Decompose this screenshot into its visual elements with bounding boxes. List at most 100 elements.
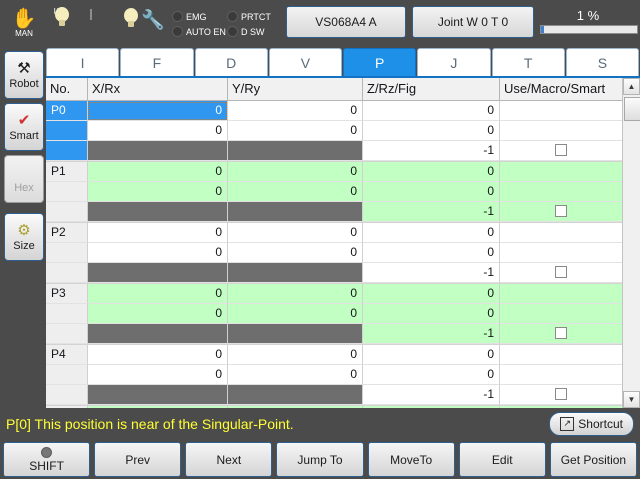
cell-use-macro-smart[interactable] <box>500 365 622 385</box>
table-row[interactable]: P1 0 0 0 <box>46 162 622 182</box>
wrench-icon[interactable]: 🔧 <box>140 10 166 32</box>
cell-x[interactable]: 0 <box>88 406 228 408</box>
cell-z[interactable]: -1 <box>363 202 500 222</box>
scrollbar-thumb[interactable] <box>624 97 640 121</box>
table-row[interactable]: -1 <box>46 202 622 222</box>
speed-indicator[interactable]: 1 % <box>540 6 638 36</box>
table-row[interactable]: P2 0 0 0 <box>46 223 622 243</box>
io-lamp-icon[interactable]: I/O <box>44 7 74 26</box>
cell-y[interactable] <box>228 141 363 161</box>
table-row[interactable]: -1 <box>46 324 622 344</box>
use-checkbox[interactable] <box>555 265 567 278</box>
cell-z[interactable]: 0 <box>363 345 500 365</box>
table-row[interactable]: P5000 <box>46 406 622 408</box>
cell-z[interactable]: 0 <box>363 284 500 304</box>
cell-use-macro-smart[interactable] <box>500 304 622 324</box>
table-row-group[interactable]: P1 0 0 0 0 0 0 -1 <box>46 162 622 223</box>
stop-square-icon[interactable] <box>78 9 104 20</box>
next-button[interactable]: Next <box>185 442 273 477</box>
cell-y[interactable]: 0 <box>228 284 363 304</box>
cell-x[interactable]: 0 <box>88 365 228 385</box>
cell-y[interactable] <box>228 263 363 283</box>
cell-use-macro-smart[interactable] <box>500 121 622 141</box>
tab-f[interactable]: F <box>120 48 194 77</box>
cell-z[interactable]: 0 <box>363 365 500 385</box>
tab-j[interactable]: J <box>417 48 491 77</box>
cell-z[interactable]: 0 <box>363 162 500 182</box>
moveto-button[interactable]: MoveTo <box>367 442 455 477</box>
shift-button[interactable]: SHIFT <box>3 442 91 477</box>
table-row[interactable]: P4 0 0 0 <box>46 345 622 365</box>
cell-use-macro-smart[interactable] <box>500 141 622 161</box>
manual-mode-icon[interactable]: ✋ MAN <box>6 8 42 38</box>
sidebar-item-robot[interactable]: ⚒ Robot <box>4 51 44 99</box>
cell-y[interactable]: 0 <box>228 223 363 243</box>
cell-y[interactable] <box>228 202 363 222</box>
sidebar-item-smart[interactable]: ✔ Smart <box>4 103 44 151</box>
shortcut-button[interactable]: ↗ Shortcut <box>549 412 634 436</box>
cell-y[interactable]: 0 <box>228 101 363 121</box>
use-checkbox[interactable] <box>555 204 567 217</box>
cell-use-macro-smart[interactable] <box>500 182 622 202</box>
cell-z[interactable]: -1 <box>363 324 500 344</box>
scroll-down-icon[interactable]: ▼ <box>623 391 640 408</box>
table-row[interactable]: -1 <box>46 385 622 405</box>
use-checkbox[interactable] <box>555 387 567 400</box>
cell-x[interactable] <box>88 385 228 405</box>
table-row[interactable]: -1 <box>46 141 622 161</box>
cell-use-macro-smart[interactable] <box>500 385 622 405</box>
cell-use-macro-smart[interactable] <box>500 223 622 243</box>
cell-x[interactable]: 0 <box>88 223 228 243</box>
cell-y[interactable] <box>228 324 363 344</box>
cell-y[interactable]: 0 <box>228 406 363 408</box>
prev-button[interactable]: Prev <box>94 442 182 477</box>
cell-x[interactable] <box>88 141 228 161</box>
cell-x[interactable] <box>88 324 228 344</box>
cell-x[interactable]: 0 <box>88 345 228 365</box>
use-checkbox[interactable] <box>555 326 567 339</box>
get-position-button[interactable]: Get Position <box>549 442 637 477</box>
scroll-up-icon[interactable]: ▲ <box>623 78 640 95</box>
vertical-scrollbar[interactable]: ▲ ▼ <box>622 78 640 408</box>
cell-z[interactable]: 0 <box>363 243 500 263</box>
cell-x[interactable] <box>88 263 228 283</box>
cell-use-macro-smart[interactable] <box>500 202 622 222</box>
cell-x[interactable]: 0 <box>88 304 228 324</box>
table-row-group[interactable]: P0 0 0 0 0 0 0 -1 <box>46 101 622 162</box>
table-row[interactable]: P0 0 0 0 <box>46 101 622 121</box>
cell-z[interactable]: -1 <box>363 385 500 405</box>
table-row[interactable]: -1 <box>46 263 622 283</box>
cell-use-macro-smart[interactable] <box>500 101 622 121</box>
tab-t[interactable]: T <box>491 48 565 77</box>
cell-x[interactable]: 0 <box>88 162 228 182</box>
cell-use-macro-smart[interactable] <box>500 243 622 263</box>
cell-y[interactable]: 0 <box>228 345 363 365</box>
sidebar-item-size[interactable]: ⚙ Size <box>4 213 44 261</box>
cell-y[interactable]: 0 <box>228 162 363 182</box>
coordinate-mode-button[interactable]: Joint W 0 T 0 <box>412 6 534 38</box>
use-checkbox[interactable] <box>555 143 567 156</box>
table-row-group[interactable]: P3 0 0 0 0 0 0 -1 <box>46 284 622 345</box>
cell-z[interactable]: 0 <box>363 121 500 141</box>
robot-name-button[interactable]: VS068A4 A <box>286 6 406 38</box>
jump-to-button[interactable]: Jump To <box>276 442 364 477</box>
tab-i[interactable]: I <box>46 48 120 77</box>
cell-use-macro-smart[interactable] <box>500 162 622 182</box>
cell-z[interactable]: -1 <box>363 141 500 161</box>
cell-use-macro-smart[interactable] <box>500 345 622 365</box>
cell-x[interactable]: 0 <box>88 121 228 141</box>
table-row-group[interactable]: P5000000-1 <box>46 406 622 408</box>
table-row-group[interactable]: P4 0 0 0 0 0 0 -1 <box>46 345 622 406</box>
cell-z[interactable]: 0 <box>363 101 500 121</box>
cell-z[interactable]: 0 <box>363 304 500 324</box>
cell-y[interactable]: 0 <box>228 182 363 202</box>
table-row[interactable]: P3 0 0 0 <box>46 284 622 304</box>
cell-y[interactable]: 0 <box>228 121 363 141</box>
cell-x[interactable]: 0 <box>88 284 228 304</box>
cell-x[interactable] <box>88 202 228 222</box>
cell-x[interactable]: 0 <box>88 243 228 263</box>
